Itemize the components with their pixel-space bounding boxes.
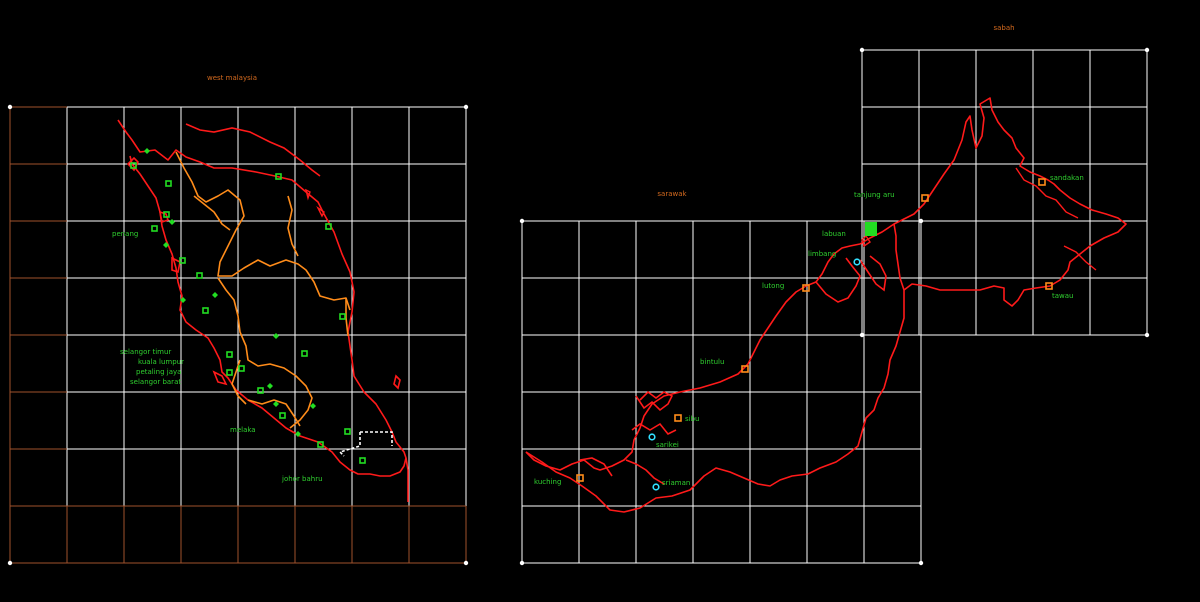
place-label-sriaman: sriaman [662, 479, 690, 487]
sarawak-grid [521, 220, 922, 564]
labuan-island [861, 234, 871, 248]
borneo-coastline [525, 97, 1127, 471]
place-label-melaka: melaka [230, 426, 256, 434]
place-label-sarikei: sarikei [656, 441, 679, 449]
west-coast-inlet [171, 256, 228, 386]
grid-corner-dot [1144, 47, 1150, 53]
place-label-petaling-jaya: petaling jaya [136, 368, 181, 376]
west-malaysia-stations [130, 162, 366, 464]
place-label-limbang: limbang [808, 250, 836, 258]
peninsula-east-tail [405, 457, 409, 502]
region-label-sabah: sabah [993, 24, 1014, 32]
place-label-sibu: sibu [685, 415, 699, 423]
grid-corner-dot [918, 218, 924, 224]
place-label-bintulu: bintulu [700, 358, 724, 366]
grid-corner-dot [1144, 332, 1150, 338]
sarikei-delta [579, 390, 677, 485]
place-label-johor-bahru: johor bahru [281, 475, 323, 483]
place-label-penang: penang [112, 230, 138, 238]
grid-corner-dot [519, 560, 525, 566]
place-label-sandakan: sandakan [1050, 174, 1084, 182]
peninsula-state-borders [175, 151, 351, 429]
place-label-tawau: tawau [1052, 292, 1074, 300]
grid-corner-dots [7, 47, 1150, 566]
place-label-kuching: kuching [534, 478, 561, 486]
brunei-outline [815, 255, 887, 303]
sabah-east-inlet [1015, 167, 1097, 271]
grid-corner-dot [7, 560, 13, 566]
singapore-border [338, 431, 393, 457]
region-label-sarawak: sarawak [657, 190, 687, 198]
peninsula-coastline [117, 119, 407, 477]
west-malaysia-diamond-stations [144, 148, 316, 437]
borneo-interior-border [525, 223, 905, 513]
place-label-selangor-timur: selangor timur [120, 348, 171, 356]
small-islet [304, 188, 325, 218]
grid-corner-dot [918, 560, 924, 566]
region-label-west-malaysia: west malaysia [207, 74, 257, 82]
west-malaysia-grid [9, 106, 467, 564]
grid-corner-dot [463, 560, 469, 566]
station-tanjung-aru-highlight [865, 222, 877, 236]
grid-corner-dot [859, 47, 865, 53]
grid-corner-dot [859, 332, 865, 338]
peninsula-coastline-north [185, 123, 321, 177]
place-label-labuan: labuan [822, 230, 846, 238]
grid-corner-dot [519, 218, 525, 224]
borneo-orange-stations [576, 178, 1053, 482]
borneo-cyan-stations [648, 258, 861, 491]
tioman-island [393, 374, 401, 390]
place-label-selangor-barat: selangor barat [130, 378, 181, 386]
grid-corner-dot [7, 104, 13, 110]
place-label-lutong: lutong [762, 282, 784, 290]
grid-corner-dot [463, 104, 469, 110]
sabah-grid [861, 49, 1148, 336]
place-label-tanjung-aru: tanjung aru [854, 191, 895, 199]
place-label-kuala-lumpur: kuala lumpur [138, 358, 184, 366]
